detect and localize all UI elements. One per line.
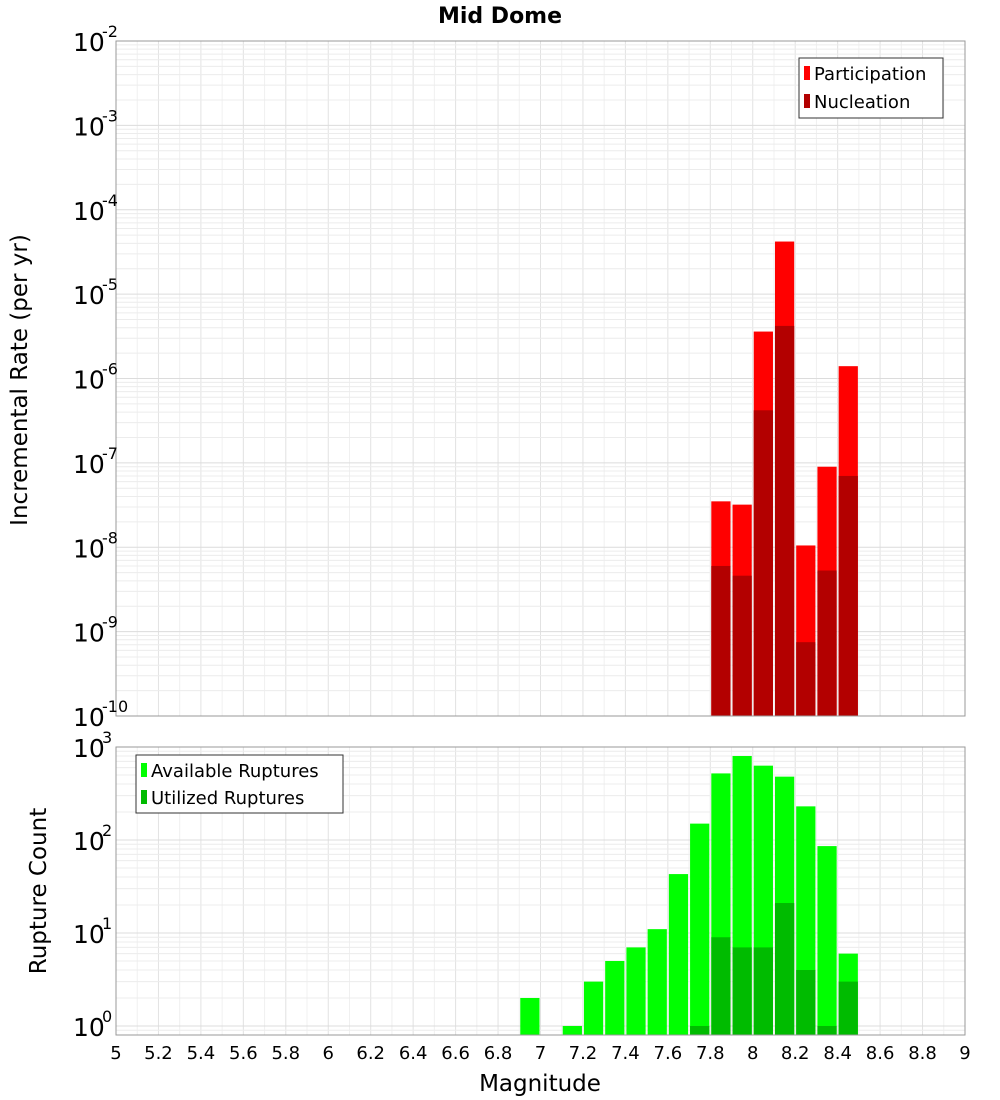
bottom-legend: Available Ruptures Utilized Ruptures xyxy=(135,754,344,814)
legend-swatch-utilized-ruptures xyxy=(141,790,147,804)
x-tick-label: 6.8 xyxy=(484,1043,513,1064)
bar-available-ruptures-0 xyxy=(520,997,540,1035)
bar-utilized-ruptures-14 xyxy=(838,981,858,1035)
y-tick-exponent: -3 xyxy=(102,106,118,125)
y-tick-exponent: 3 xyxy=(102,728,112,747)
y-tick-label: 10 xyxy=(73,920,105,949)
x-tick-label: 8.8 xyxy=(908,1043,937,1064)
bottom-y-axis-label: Rupture Count xyxy=(26,808,52,974)
y-tick-exponent: -7 xyxy=(102,444,118,463)
y-tick-exponent: -5 xyxy=(102,275,118,294)
bar-available-ruptures-3 xyxy=(605,960,625,1035)
legend-label-nucleation: Nucleation xyxy=(814,92,910,113)
y-tick-exponent: 0 xyxy=(102,1007,112,1026)
top-grid xyxy=(115,40,966,717)
y-tick-label: 10 xyxy=(73,827,105,856)
y-tick-label: 10 xyxy=(73,281,105,310)
x-tick-label: 5.6 xyxy=(229,1043,258,1064)
x-tick-label: 5.8 xyxy=(271,1043,300,1064)
bar-available-ruptures-5 xyxy=(647,929,667,1035)
bar-available-ruptures-4 xyxy=(626,947,646,1035)
x-tick-label: 6 xyxy=(323,1043,334,1064)
y-tick-label: 10 xyxy=(73,366,105,395)
x-tick-label: 6.2 xyxy=(356,1043,385,1064)
legend-label-utilized-ruptures: Utilized Ruptures xyxy=(151,788,304,809)
y-tick-exponent: -4 xyxy=(102,191,118,210)
y-tick-exponent: -6 xyxy=(102,360,118,379)
top-legend: Participation Nucleation xyxy=(798,57,944,119)
x-tick-labels: 5 5.2 5.4 5.6 5.8 6 6.2 6.4 6.6 6.8 7 7.2 7.4 7.6 7.8 8… xyxy=(110,1043,970,1064)
y-tick-label: 10 xyxy=(73,619,105,648)
y-tick-exponent: 2 xyxy=(102,821,112,840)
x-tick-label: 7.4 xyxy=(611,1043,640,1064)
bar-utilized-ruptures-9 xyxy=(732,947,752,1035)
x-tick-label: 7 xyxy=(535,1043,546,1064)
x-tick-label: 8 xyxy=(747,1043,758,1064)
x-tick-label: 7.2 xyxy=(569,1043,598,1064)
top-bars xyxy=(711,241,858,717)
bottom-bars xyxy=(520,756,858,1035)
bar-nucleation-1 xyxy=(732,575,752,716)
x-tick-label: 8.4 xyxy=(823,1043,852,1064)
x-tick-label: 7.8 xyxy=(696,1043,725,1064)
bar-utilized-ruptures-11 xyxy=(774,903,795,1035)
y-tick-label: 10 xyxy=(73,450,105,479)
y-tick-label: 10 xyxy=(73,112,105,141)
y-tick-label: 10 xyxy=(73,197,105,226)
legend-swatch-participation xyxy=(804,66,810,80)
x-tick-label: 6.4 xyxy=(399,1043,428,1064)
x-tick-label: 8.2 xyxy=(781,1043,810,1064)
bar-available-ruptures-1 xyxy=(562,1025,582,1035)
legend-label-available-ruptures: Available Ruptures xyxy=(151,761,319,782)
bar-nucleation-5 xyxy=(817,570,837,716)
x-tick-label: 6.6 xyxy=(441,1043,470,1064)
x-axis-label: Magnitude xyxy=(479,1071,601,1097)
bar-utilized-ruptures-7 xyxy=(690,1025,710,1035)
y-tick-exponent: 1 xyxy=(102,914,112,933)
bar-utilized-ruptures-13 xyxy=(817,1025,837,1035)
x-tick-label: 7.6 xyxy=(654,1043,683,1064)
legend-swatch-nucleation xyxy=(804,94,810,108)
bar-nucleation-6 xyxy=(838,475,858,716)
bar-nucleation-4 xyxy=(796,642,816,716)
y-tick-exponent: -2 xyxy=(102,22,118,41)
top-plot-frame xyxy=(115,40,966,717)
chart-title: Mid Dome xyxy=(438,4,562,29)
x-tick-label: 5.2 xyxy=(144,1043,173,1064)
bar-nucleation-2 xyxy=(753,410,773,716)
y-tick-exponent: -8 xyxy=(102,528,118,547)
bottom-plot-frame xyxy=(115,746,966,1036)
y-tick-label: 10 xyxy=(73,1013,105,1042)
x-tick-label: 8.6 xyxy=(866,1043,895,1064)
y-tick-exponent: -9 xyxy=(102,613,118,632)
x-tick-label: 5 xyxy=(110,1043,121,1064)
y-tick-exponent: -10 xyxy=(102,697,128,716)
y-tick-label: 10 xyxy=(73,734,105,763)
bar-available-ruptures-13 xyxy=(817,846,837,1035)
bar-nucleation-3 xyxy=(774,325,795,716)
bar-available-ruptures-6 xyxy=(668,874,689,1035)
x-tick-label: 5.4 xyxy=(187,1043,216,1064)
x-tick-label: 9 xyxy=(959,1043,970,1064)
bar-available-ruptures-7 xyxy=(690,823,710,1035)
bottom-legend-box xyxy=(135,754,344,814)
bar-available-ruptures-2 xyxy=(583,981,604,1035)
legend-label-participation: Participation xyxy=(814,64,926,85)
bar-utilized-ruptures-12 xyxy=(796,969,816,1035)
legend-swatch-available-ruptures xyxy=(141,763,147,777)
y-tick-label: 10 xyxy=(73,534,105,563)
y-tick-label: 10 xyxy=(73,28,105,57)
top-legend-box xyxy=(798,57,944,119)
top-y-axis-label: Incremental Rate (per yr) xyxy=(7,234,33,526)
bar-utilized-ruptures-8 xyxy=(711,937,731,1035)
bar-nucleation-0 xyxy=(711,565,731,716)
y-tick-label: 10 xyxy=(73,703,105,732)
bar-utilized-ruptures-10 xyxy=(753,947,773,1035)
